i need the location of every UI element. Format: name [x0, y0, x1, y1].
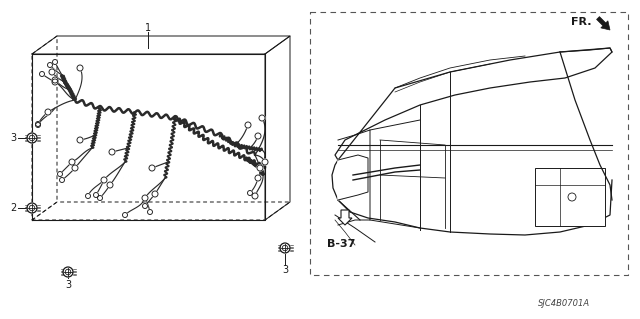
Circle shape: [35, 122, 40, 127]
Text: 3: 3: [65, 280, 71, 290]
Circle shape: [49, 69, 55, 75]
Circle shape: [63, 267, 73, 277]
Circle shape: [152, 191, 158, 197]
Circle shape: [252, 193, 258, 199]
Circle shape: [40, 71, 45, 77]
Circle shape: [142, 195, 148, 201]
Circle shape: [280, 243, 290, 253]
Circle shape: [77, 65, 83, 71]
Circle shape: [255, 175, 261, 181]
Text: 1: 1: [145, 23, 151, 33]
Circle shape: [45, 109, 51, 115]
Circle shape: [262, 159, 268, 165]
Polygon shape: [332, 160, 612, 235]
Circle shape: [122, 212, 127, 218]
Polygon shape: [338, 155, 368, 200]
Circle shape: [147, 210, 152, 214]
Circle shape: [77, 137, 83, 143]
Text: FR.: FR.: [572, 17, 592, 27]
Circle shape: [86, 194, 90, 198]
Circle shape: [27, 203, 37, 213]
Circle shape: [35, 122, 40, 128]
Text: 2: 2: [10, 203, 16, 213]
Polygon shape: [335, 48, 612, 160]
Circle shape: [107, 182, 113, 188]
Circle shape: [568, 193, 576, 201]
Text: SJC4B0701A: SJC4B0701A: [538, 299, 590, 308]
Circle shape: [257, 165, 263, 171]
Circle shape: [149, 165, 155, 171]
Circle shape: [101, 177, 107, 183]
Circle shape: [97, 196, 102, 201]
FancyArrow shape: [338, 210, 352, 225]
Circle shape: [69, 159, 75, 165]
Circle shape: [60, 177, 65, 182]
Text: 3: 3: [282, 265, 288, 275]
Circle shape: [52, 79, 58, 85]
Circle shape: [27, 133, 37, 143]
FancyArrow shape: [596, 17, 610, 30]
Circle shape: [93, 192, 99, 197]
Bar: [535, 168, 605, 226]
Text: 3: 3: [10, 133, 16, 143]
Circle shape: [58, 172, 63, 176]
Circle shape: [248, 190, 253, 196]
Circle shape: [245, 122, 251, 128]
Circle shape: [72, 165, 78, 171]
Circle shape: [52, 77, 58, 83]
Circle shape: [109, 149, 115, 155]
Circle shape: [47, 63, 52, 68]
Circle shape: [143, 204, 147, 209]
Circle shape: [255, 133, 261, 139]
Text: B-37: B-37: [327, 239, 355, 249]
Circle shape: [52, 60, 58, 64]
Circle shape: [259, 115, 265, 121]
